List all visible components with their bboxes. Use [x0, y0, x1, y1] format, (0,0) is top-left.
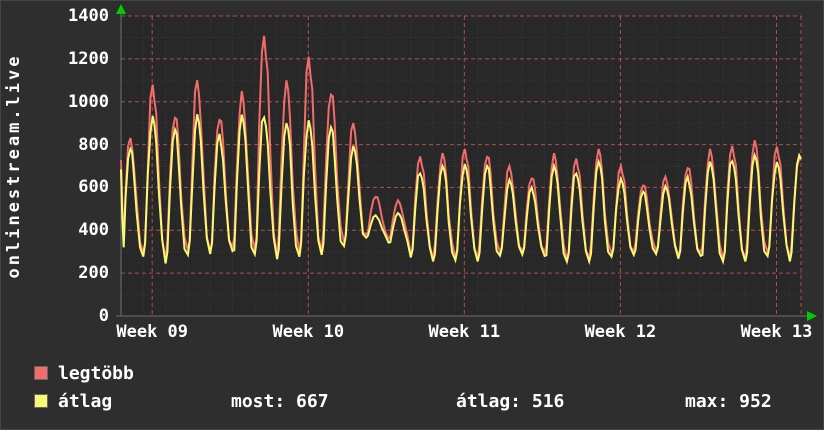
legend-swatch-atlag	[34, 394, 48, 408]
legend-swatch-legtobb	[34, 366, 48, 380]
legend-row-atlag: átlag most: 667 átlag: 516 max: 952	[1, 391, 823, 413]
stat-max: max: 952	[685, 391, 772, 412]
x-axis-arrow	[807, 311, 817, 321]
stat-atlag: átlag: 516	[456, 391, 565, 412]
y-axis-arrow	[116, 4, 126, 14]
stat-most: most: 667	[231, 391, 329, 412]
legend-label-legtobb: legtöbb	[58, 363, 134, 384]
chart-svg	[116, 4, 817, 321]
legend-row-legtobb: legtöbb	[1, 363, 823, 385]
legend-label-atlag: átlag	[58, 391, 113, 412]
series-atlag-line	[120, 113, 802, 266]
